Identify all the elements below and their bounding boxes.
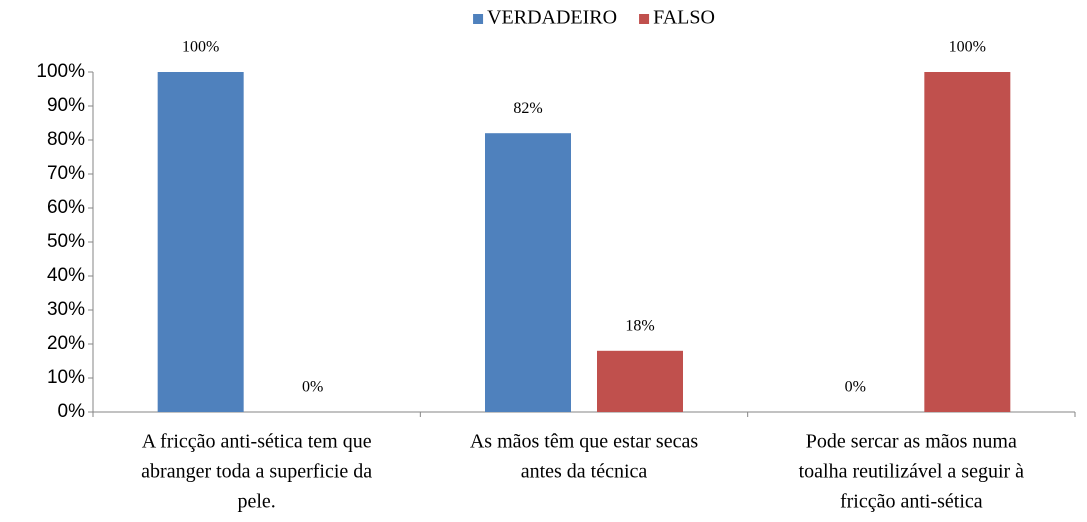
bar [924,72,1011,412]
y-tick-label: 40% [47,265,85,286]
y-tick-label: 20% [47,333,85,354]
y-tick-label: 100% [36,61,85,82]
y-tick-label: 0% [58,401,86,422]
y-tick-label: 70% [47,163,85,184]
bar [485,133,571,412]
legend-swatch [639,14,650,24]
legend-label: VERDADEIRO [487,7,617,29]
x-tick-label: pele. [238,491,276,513]
y-tick-label: 60% [47,197,85,218]
x-tick-label: antes da técnica [521,461,648,483]
y-tick-label: 90% [47,95,85,116]
value-label: 18% [625,317,654,334]
value-label: 100% [182,39,219,56]
x-tick-label: toalha reutilizável a seguir à [799,461,1025,483]
x-tick-label: Pode sercar as mãos numa [806,431,1017,453]
value-label: 82% [513,100,542,117]
bar [157,72,244,412]
value-label: 100% [949,39,986,56]
y-tick-label: 80% [47,129,85,150]
x-tick-label: As mãos têm que estar secas [470,431,698,453]
bar [597,350,683,412]
x-tick-label: A fricção anti-sética tem que [142,431,372,453]
y-tick-label: 30% [47,299,85,320]
value-label: 0% [845,379,866,396]
legend-swatch [473,14,484,24]
y-tick-label: 50% [47,231,85,252]
value-label: 0% [302,379,323,396]
y-tick-label: 10% [47,367,85,388]
legend-label: FALSO [653,7,715,29]
x-tick-label: abranger toda a superficie da [141,461,372,483]
x-tick-label: fricção anti-sética [840,491,983,513]
